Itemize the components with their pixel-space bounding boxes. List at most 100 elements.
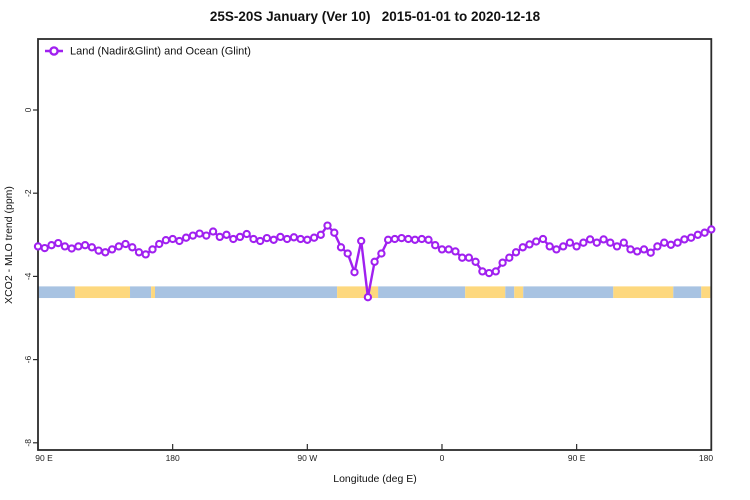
data-point-marker	[336, 243, 346, 252]
data-point-marker	[350, 268, 359, 277]
data-point-marker	[249, 234, 258, 244]
land-band-segment	[337, 286, 379, 299]
data-point-marker	[323, 221, 332, 230]
data-point-marker	[316, 230, 325, 239]
data-point-marker	[114, 242, 123, 251]
ocean-band-segment	[523, 286, 614, 299]
data-point-marker	[498, 258, 507, 267]
x-axis-tick-label: 180	[166, 453, 180, 463]
data-point-marker	[303, 235, 312, 244]
legend-label: Land (Nadir&Glint) and Ocean (Glint)	[70, 46, 251, 58]
data-point-marker	[606, 238, 615, 247]
data-point-marker	[417, 234, 426, 244]
y-axis-tick-label: -2	[23, 189, 33, 197]
data-point-marker	[377, 249, 386, 258]
data-point-marker	[579, 238, 588, 247]
data-point-marker	[121, 239, 130, 249]
data-point-marker	[673, 238, 682, 247]
data-point-marker	[666, 240, 676, 249]
data-point-marker	[538, 234, 548, 244]
data-point-marker	[330, 228, 339, 237]
data-point-marker	[410, 235, 420, 244]
data-point-marker	[451, 247, 460, 256]
data-point-marker	[585, 235, 595, 244]
ocean-band-segment	[155, 286, 338, 299]
y-axis-tick-label: 0	[23, 107, 33, 112]
data-point-marker	[94, 246, 103, 255]
data-point-marker	[309, 233, 319, 242]
data-point-marker	[383, 235, 393, 244]
data-point-marker	[181, 233, 191, 242]
data-point-marker	[545, 242, 554, 251]
data-point-marker	[491, 267, 500, 276]
data-point-marker	[282, 234, 292, 244]
data-point-marker	[693, 230, 702, 239]
data-point-marker	[700, 228, 709, 237]
data-point-marker	[404, 234, 413, 244]
chart-legend: Land (Nadir&Glint) and Ocean (Glint)	[45, 46, 251, 58]
data-point-marker	[639, 245, 649, 254]
data-point-marker	[33, 242, 43, 251]
data-point-marker	[599, 235, 608, 244]
land-band-segment	[465, 286, 506, 299]
data-point-marker	[155, 239, 164, 249]
data-point-marker	[195, 229, 204, 238]
data-point-marker	[619, 238, 628, 247]
data-point-marker	[74, 242, 83, 251]
data-point-marker	[54, 238, 63, 248]
y-axis-tick-label: -8	[23, 439, 33, 447]
data-point-marker	[532, 237, 541, 246]
data-point-marker	[633, 247, 642, 256]
data-point-marker	[424, 235, 433, 244]
ocean-band-segment	[673, 286, 702, 299]
data-point-marker	[296, 234, 305, 244]
data-point-marker	[572, 242, 581, 251]
data-point-marker	[646, 248, 655, 257]
data-point-marker	[60, 242, 70, 251]
data-point-marker	[552, 245, 561, 254]
data-point-marker	[235, 232, 245, 242]
data-point-marker	[484, 268, 494, 278]
x-axis-tick-label: 90 E	[35, 453, 53, 463]
data-point-marker	[128, 243, 137, 252]
data-point-marker	[653, 242, 662, 251]
data-point-marker	[505, 253, 514, 262]
data-point-marker	[343, 249, 352, 258]
data-point-marker	[269, 235, 278, 244]
data-point-marker	[276, 232, 285, 242]
data-point-marker	[612, 242, 622, 251]
data-point-marker	[444, 245, 453, 254]
data-point-marker	[242, 229, 251, 239]
data-point-marker	[40, 243, 49, 253]
data-point-marker	[175, 236, 184, 246]
x-axis-tick-label: 0	[440, 453, 445, 463]
data-point-marker	[80, 241, 90, 250]
data-point-marker	[161, 236, 171, 245]
data-point-marker	[148, 245, 157, 254]
data-point-marker	[458, 253, 467, 262]
data-point-marker	[202, 231, 211, 240]
data-point-marker	[168, 234, 177, 244]
ocean-band-segment	[378, 286, 466, 299]
data-point-marker	[626, 245, 635, 254]
x-axis-tick-label: 180	[699, 453, 713, 463]
land-band-segment	[74, 286, 131, 299]
data-point-marker	[592, 238, 601, 247]
data-point-marker	[464, 253, 474, 262]
data-point-marker	[363, 293, 373, 302]
data-point-marker	[686, 233, 696, 242]
data-point-marker	[660, 238, 669, 247]
data-point-marker	[47, 241, 56, 250]
ocean-band-segment	[130, 286, 152, 299]
data-point-marker	[511, 248, 521, 257]
land-band-segment	[701, 286, 711, 299]
data-point-marker	[559, 242, 568, 251]
data-point-marker	[262, 233, 272, 243]
ocean-band-segment	[505, 286, 515, 299]
data-point-marker	[478, 267, 487, 276]
y-axis-title: XCO2 - MLO trend (ppm)	[3, 186, 15, 304]
data-point-marker	[141, 250, 150, 259]
data-point-marker	[87, 243, 97, 252]
